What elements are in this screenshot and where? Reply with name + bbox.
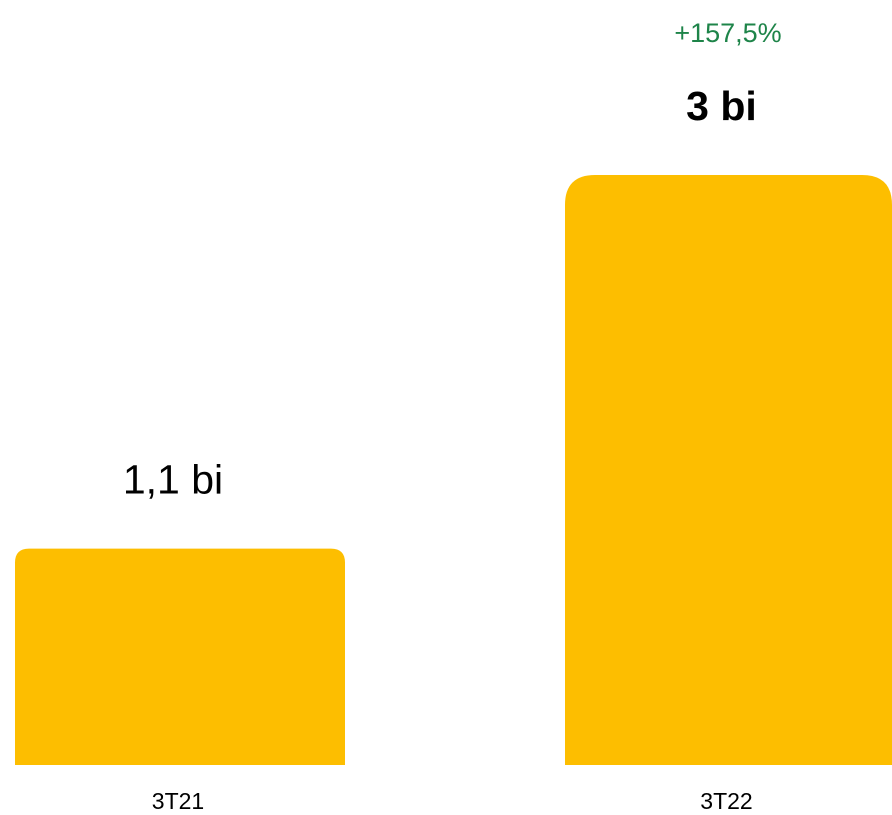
value-label: 1,1 bi (123, 456, 223, 502)
x-tick-label: 3T21 (152, 788, 204, 814)
bar (15, 548, 345, 765)
growth-annotation: +157,5% (674, 18, 781, 48)
x-tick-label: 3T22 (700, 788, 752, 814)
bar (565, 175, 892, 765)
value-label: 3 bi (686, 83, 757, 129)
